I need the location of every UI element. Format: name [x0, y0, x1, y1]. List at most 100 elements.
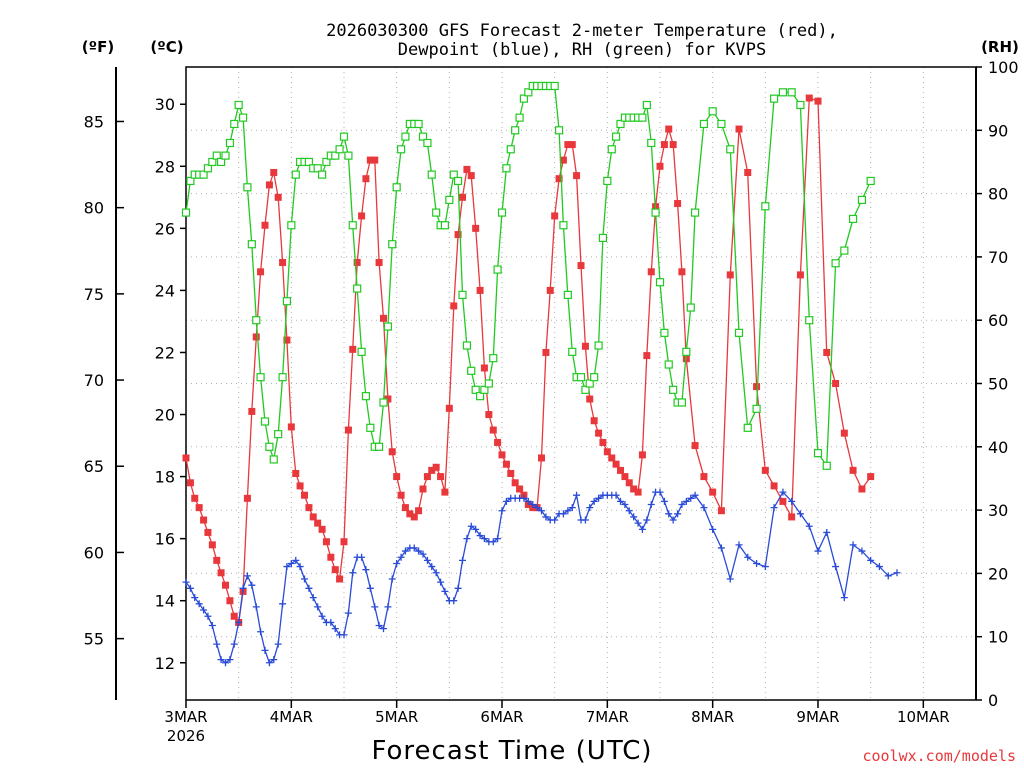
dewpoint-point	[340, 631, 348, 639]
gridlines	[186, 67, 976, 700]
dewpoint-point	[296, 563, 304, 571]
rh-point	[418, 132, 428, 141]
rh-point	[585, 379, 594, 388]
dewpoint-point	[573, 491, 581, 499]
rh-point	[216, 157, 226, 167]
temperature-point	[494, 438, 502, 446]
temperature-point	[344, 426, 352, 434]
rh-point	[831, 259, 840, 268]
dewpoint-point	[208, 622, 216, 630]
temperature-point	[213, 556, 221, 564]
dewpoint-point	[489, 538, 497, 546]
temperature-point	[761, 466, 769, 474]
rh-tick-label: 20	[988, 564, 1008, 583]
dewpoint-point	[393, 559, 401, 567]
axis-ticks: 3MAR 4MAR 5MAR 6MAR 7MAR 8MAR 9MAR 10MAR 0 10 20 30…	[84, 58, 1019, 726]
dewpoint-point	[380, 625, 387, 633]
dewpoint-point	[559, 510, 567, 518]
temperature-point	[182, 454, 190, 462]
temperature-point	[796, 271, 804, 279]
dewpoint-point	[665, 510, 673, 518]
rh-point	[669, 385, 678, 394]
dewpoint-point	[292, 556, 300, 564]
rh-point	[796, 100, 805, 110]
temperature-point	[814, 97, 822, 105]
temperature-point	[577, 262, 585, 270]
temperature-point	[840, 429, 848, 437]
temperature-point	[305, 504, 313, 512]
rh-point	[590, 373, 599, 382]
rh-point	[414, 119, 423, 129]
x-tick-label: 10MAR	[897, 708, 950, 726]
temperature-point	[770, 482, 778, 490]
rh-point	[339, 132, 349, 141]
celsius-tick-label: 16	[155, 530, 175, 549]
temperature-point	[296, 482, 304, 490]
temperature-point	[217, 569, 225, 577]
rh-point	[287, 221, 296, 230]
dewpoint-point	[441, 587, 449, 595]
dewpoint-point	[397, 553, 405, 561]
rh-point	[563, 290, 572, 299]
temperature-point	[660, 141, 668, 149]
rh-point	[462, 341, 472, 350]
dewpoint-point	[726, 575, 734, 583]
dewpoint-point	[621, 501, 629, 509]
temperature-point	[384, 395, 392, 403]
temperature-point	[617, 466, 624, 474]
temperature-point	[340, 538, 348, 546]
dewpoint-point	[195, 600, 203, 608]
dewpoint-point	[467, 522, 475, 530]
dewpoint-point	[419, 550, 427, 558]
rh-point	[611, 132, 621, 141]
dewpoint-point	[423, 556, 431, 564]
rh-tick-label: 50	[988, 375, 1008, 394]
rh-point	[677, 398, 687, 407]
dewpoint-point	[700, 504, 708, 512]
temperature-point	[472, 224, 480, 232]
rh-point	[278, 373, 287, 382]
dewpoint-point	[840, 594, 848, 602]
rh-point	[822, 461, 831, 470]
rh-point	[238, 113, 248, 122]
rh-point	[752, 404, 761, 413]
temperature-point	[366, 156, 374, 164]
rh-point	[554, 126, 564, 135]
dewpoint-point	[805, 522, 813, 530]
fahrenheit-tick-label: 70	[84, 371, 104, 390]
dewpoint-point	[502, 497, 510, 505]
rh-point	[379, 398, 388, 407]
rh-point	[559, 221, 568, 230]
rh-point	[647, 138, 656, 148]
temperature-point	[463, 165, 471, 173]
rh-point	[234, 100, 243, 110]
temperature-point	[564, 141, 572, 149]
site-credit: coolwx.com/models	[862, 747, 1016, 765]
temperature-point	[643, 352, 651, 360]
dewpoint-point	[243, 572, 251, 580]
temperature-point	[511, 479, 519, 487]
dewpoint-point	[182, 578, 190, 586]
rh-point	[840, 246, 849, 255]
dewpoint-point	[327, 618, 335, 626]
dewpoint-point	[191, 594, 199, 602]
dewpoint-point	[691, 491, 699, 499]
celsius-tick-label: 24	[155, 281, 175, 300]
rh-tick-label: 0	[988, 691, 998, 710]
dewpoint-point	[204, 612, 212, 620]
rh-point	[769, 94, 779, 103]
rh-point	[787, 88, 796, 97]
chart-title-line2: Dewpoint (blue), RH (green) for KVPS	[398, 40, 766, 60]
rh-point	[353, 284, 362, 293]
rh-point	[717, 119, 726, 129]
dewpoint-point	[384, 603, 392, 611]
temperature-point	[599, 438, 607, 446]
dewpoint-point	[788, 497, 796, 505]
rh-point	[269, 455, 278, 464]
temperature-point	[314, 519, 322, 527]
dewpoint-point	[538, 507, 545, 515]
temperature-point	[586, 395, 594, 403]
temperature-point	[669, 141, 677, 149]
temperature-point	[222, 581, 229, 589]
temperature-point	[700, 473, 708, 481]
